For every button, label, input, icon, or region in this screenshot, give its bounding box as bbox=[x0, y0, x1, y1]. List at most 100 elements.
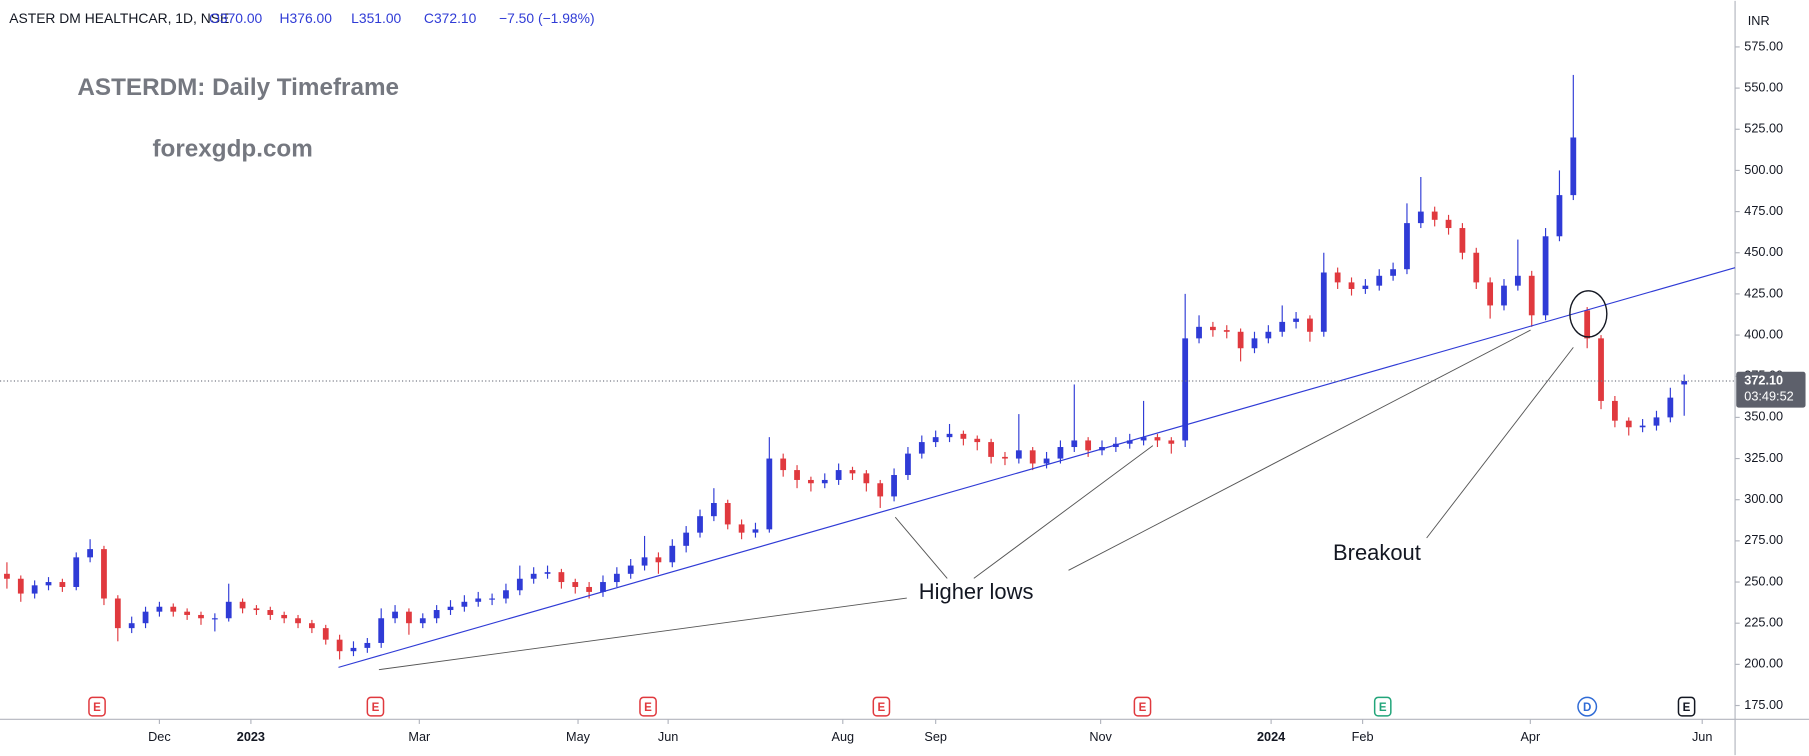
candle-body bbox=[1307, 318, 1313, 332]
ohlc-value: O370.00 bbox=[209, 10, 262, 26]
x-tick-label: May bbox=[566, 730, 591, 744]
candle-body bbox=[1029, 450, 1036, 464]
y-tick-label: 400.00 bbox=[1744, 327, 1783, 341]
candle-body bbox=[1237, 331, 1244, 349]
candle-body bbox=[461, 601, 468, 607]
x-tick-label: Nov bbox=[1089, 730, 1112, 744]
candle-body bbox=[1334, 272, 1341, 283]
candle-body bbox=[225, 601, 232, 619]
event-marker bbox=[88, 696, 106, 717]
candle-body bbox=[1584, 310, 1591, 339]
candle-body bbox=[406, 611, 412, 624]
candle-body bbox=[946, 433, 953, 438]
candle-body bbox=[600, 582, 606, 592]
candle-body bbox=[572, 582, 579, 587]
candle-body bbox=[419, 618, 426, 624]
candle-body bbox=[918, 442, 925, 454]
candle-body bbox=[1570, 137, 1577, 196]
subtitle: forexgdp.com bbox=[152, 135, 312, 162]
candle-body bbox=[1404, 223, 1410, 270]
candle-body bbox=[794, 470, 800, 480]
candle-body bbox=[891, 475, 897, 497]
candle-body bbox=[31, 585, 38, 594]
event-marker bbox=[1677, 696, 1696, 717]
y-tick-label: 575.00 bbox=[1744, 39, 1783, 53]
breakout-circle bbox=[1569, 290, 1608, 338]
candle-body bbox=[433, 610, 440, 619]
candle-body bbox=[1210, 326, 1216, 331]
candle-body bbox=[1057, 447, 1064, 459]
candle-body bbox=[808, 479, 814, 484]
candle-body bbox=[253, 608, 260, 611]
candle-body bbox=[1182, 338, 1189, 441]
candle-body bbox=[974, 438, 981, 443]
candle-body bbox=[1514, 275, 1521, 286]
candle-body bbox=[1223, 330, 1230, 332]
y-tick-label: 550.00 bbox=[1744, 80, 1783, 94]
candle-body bbox=[17, 578, 24, 594]
candle-body bbox=[1542, 236, 1549, 316]
candle-body bbox=[87, 549, 93, 558]
leader bbox=[378, 597, 907, 671]
candle-body bbox=[128, 623, 135, 629]
candle-body bbox=[1487, 282, 1494, 306]
candle-body bbox=[281, 614, 288, 619]
candle-body bbox=[544, 572, 551, 574]
candle-body bbox=[239, 601, 246, 609]
event-marker bbox=[366, 696, 385, 717]
candle-body bbox=[309, 623, 315, 629]
x-tick-label: 2023 bbox=[237, 730, 265, 744]
event-label: E bbox=[1379, 702, 1387, 714]
candle-body bbox=[932, 437, 939, 443]
candle-body bbox=[1473, 252, 1480, 283]
ohlc-value: −7.50 (−1.98%) bbox=[499, 10, 595, 26]
event-label: D bbox=[1583, 702, 1591, 714]
y-tick-label: 425.00 bbox=[1744, 286, 1783, 300]
candle-body bbox=[1667, 397, 1674, 418]
candle-body bbox=[1459, 228, 1466, 253]
x-tick-label: Jun bbox=[1692, 730, 1712, 744]
currency: INR bbox=[1748, 14, 1770, 28]
candle-body bbox=[780, 458, 787, 471]
candle-body bbox=[1002, 456, 1008, 459]
candle-body bbox=[1140, 437, 1147, 441]
ohlc-value: H376.00 bbox=[280, 10, 333, 26]
candle-body bbox=[863, 473, 870, 484]
y-tick-label: 450.00 bbox=[1744, 245, 1783, 259]
event-label: E bbox=[644, 702, 652, 714]
candle-body bbox=[447, 606, 454, 611]
candle-body bbox=[1681, 381, 1688, 385]
candle-body bbox=[142, 611, 149, 624]
y-tick-label: 275.00 bbox=[1744, 533, 1783, 547]
candle-body bbox=[738, 524, 745, 533]
event-marker bbox=[1373, 696, 1392, 717]
candle-body bbox=[1431, 211, 1438, 220]
candle-body bbox=[59, 582, 66, 587]
x-tick-label: Aug bbox=[832, 730, 855, 744]
candle-body bbox=[710, 503, 717, 517]
candle-body bbox=[655, 557, 662, 563]
candle-body bbox=[683, 532, 690, 546]
candle-body bbox=[503, 590, 509, 599]
candle-body bbox=[697, 516, 703, 533]
candle-body bbox=[905, 453, 911, 476]
event-label: E bbox=[1683, 702, 1691, 714]
candle-body bbox=[1501, 285, 1507, 306]
candle-body bbox=[1015, 450, 1022, 459]
event-marker bbox=[639, 696, 657, 717]
y-tick-label: 200.00 bbox=[1744, 657, 1783, 671]
x-tick-label: Sep bbox=[924, 730, 947, 744]
y-tick-label: 500.00 bbox=[1744, 163, 1783, 177]
candle-body bbox=[821, 479, 828, 484]
y-tick-label: 325.00 bbox=[1744, 451, 1783, 465]
candle-body bbox=[1043, 458, 1050, 464]
candle-body bbox=[392, 611, 398, 619]
event-marker bbox=[1133, 696, 1152, 717]
candle-body bbox=[641, 557, 648, 566]
annotation: Breakout bbox=[1333, 540, 1421, 565]
y-tick-label: 300.00 bbox=[1744, 492, 1783, 506]
last-price-box bbox=[1736, 371, 1806, 408]
candle-body bbox=[1612, 400, 1618, 421]
x-tick-label: 2024 bbox=[1257, 730, 1285, 744]
candle-body bbox=[1168, 440, 1175, 444]
